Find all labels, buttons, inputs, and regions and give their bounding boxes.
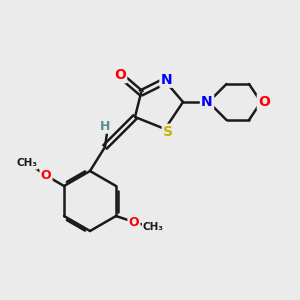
Text: O: O: [114, 68, 126, 82]
Text: O: O: [41, 169, 51, 182]
Text: N: N: [201, 95, 213, 109]
Text: O: O: [258, 95, 270, 109]
Text: S: S: [163, 125, 173, 139]
Text: O: O: [129, 215, 139, 229]
Text: CH₃: CH₃: [16, 158, 37, 169]
Text: N: N: [161, 73, 172, 86]
Text: H: H: [100, 119, 110, 133]
Text: CH₃: CH₃: [143, 221, 164, 232]
